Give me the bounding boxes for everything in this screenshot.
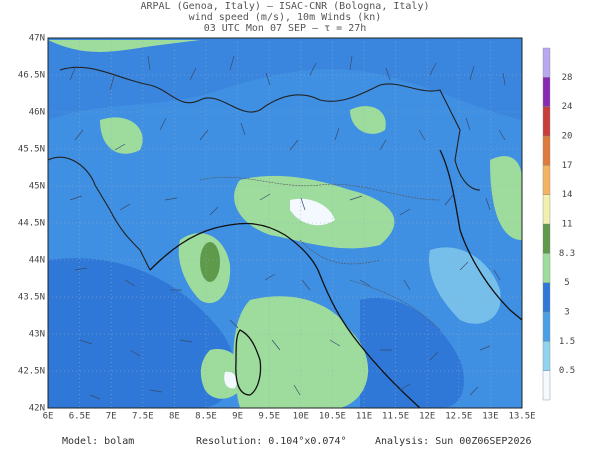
colorbar-box	[542, 135, 551, 166]
colorbar-box	[542, 253, 551, 283]
lon-label: 11E	[356, 412, 372, 422]
colorbar-label: 24	[562, 102, 573, 112]
colorbar-label: 14	[562, 190, 573, 200]
colorbar-box	[542, 223, 551, 254]
colorbar-label: 28	[562, 73, 573, 83]
lat-label: 42N	[29, 404, 45, 414]
colorbar-box	[542, 106, 551, 137]
footer-resolution: Resolution: 0.104°x0.074°	[196, 436, 347, 447]
colorbar-label: 17	[562, 161, 573, 171]
colorbar-label: 11	[562, 220, 573, 230]
colorbar-box	[542, 194, 551, 225]
lon-label: 10E	[293, 412, 309, 422]
lat-label: 45N	[29, 182, 45, 192]
colorbar-box	[542, 77, 551, 107]
map-field	[48, 38, 522, 408]
lon-label: 6.5E	[69, 412, 91, 422]
lat-label: 44N	[29, 256, 45, 266]
colorbar-box	[542, 370, 551, 401]
lon-label: 12.5E	[445, 412, 472, 422]
lat-label: 47N	[29, 34, 45, 44]
colorbar-label: 20	[562, 132, 573, 142]
longitude-labels: 6E 6.5E 7E 7.5E 8E 8.5E 9E 9.5E 10E 10.5E 11E 11.5E…	[43, 412, 536, 422]
colorbar: 0.5 1.5 3 5 8.3 11 14 17 20 24 28	[542, 47, 575, 401]
colorbar-box	[542, 165, 551, 195]
lat-label: 46N	[29, 108, 45, 118]
lon-label: 12E	[419, 412, 435, 422]
lon-label: 13E	[482, 412, 498, 422]
colorbar-label: 0.5	[559, 366, 575, 376]
lon-label: 7.5E	[132, 412, 154, 422]
colorbar-label: 5	[564, 278, 569, 288]
lat-label: 44.5N	[18, 219, 45, 229]
graticule	[48, 38, 522, 408]
colorbar-box	[542, 282, 551, 313]
lat-label: 46.5N	[18, 71, 45, 81]
colorbar-box	[542, 47, 551, 78]
lon-label: 11.5E	[382, 412, 409, 422]
lon-label: 9E	[232, 412, 243, 422]
colorbar-label: 3	[564, 308, 569, 318]
valid-time: 03 UTC Mon 07 SEP — τ = 27h	[204, 23, 367, 34]
lon-label: 13.5E	[508, 412, 535, 422]
lat-label: 42.5N	[18, 367, 45, 377]
colorbar-box	[542, 311, 551, 342]
lon-label: 8E	[169, 412, 180, 422]
lon-label: 7E	[106, 412, 117, 422]
map-frame	[47, 37, 523, 409]
title: ARPAL (Genoa, Italy) — ISAC-CNR (Bologna…	[141, 1, 430, 12]
lat-label: 43.5N	[18, 293, 45, 303]
footer-analysis: Analysis: Sun 00Z06SEP2026	[375, 436, 532, 447]
footer-model: Model: bolam	[62, 436, 134, 447]
lat-label: 45.5N	[18, 145, 45, 155]
lon-label: 6E	[43, 412, 54, 422]
lon-label: 10.5E	[319, 412, 346, 422]
lon-label: 8.5E	[195, 412, 217, 422]
wind-barbs	[69, 55, 506, 400]
lat-label: 43N	[29, 330, 45, 340]
colorbar-label: 1.5	[559, 337, 575, 347]
lon-label: 9.5E	[258, 412, 280, 422]
colorbar-label: 8.3	[559, 249, 575, 259]
colorbar-box	[542, 341, 551, 371]
subtitle: wind speed (m/s), 10m Winds (kn)	[189, 12, 382, 23]
latitude-labels: 47N 46.5N 46N 45.5N 45N 44.5N 44N 43.5N 43N 42.5N…	[18, 34, 45, 414]
